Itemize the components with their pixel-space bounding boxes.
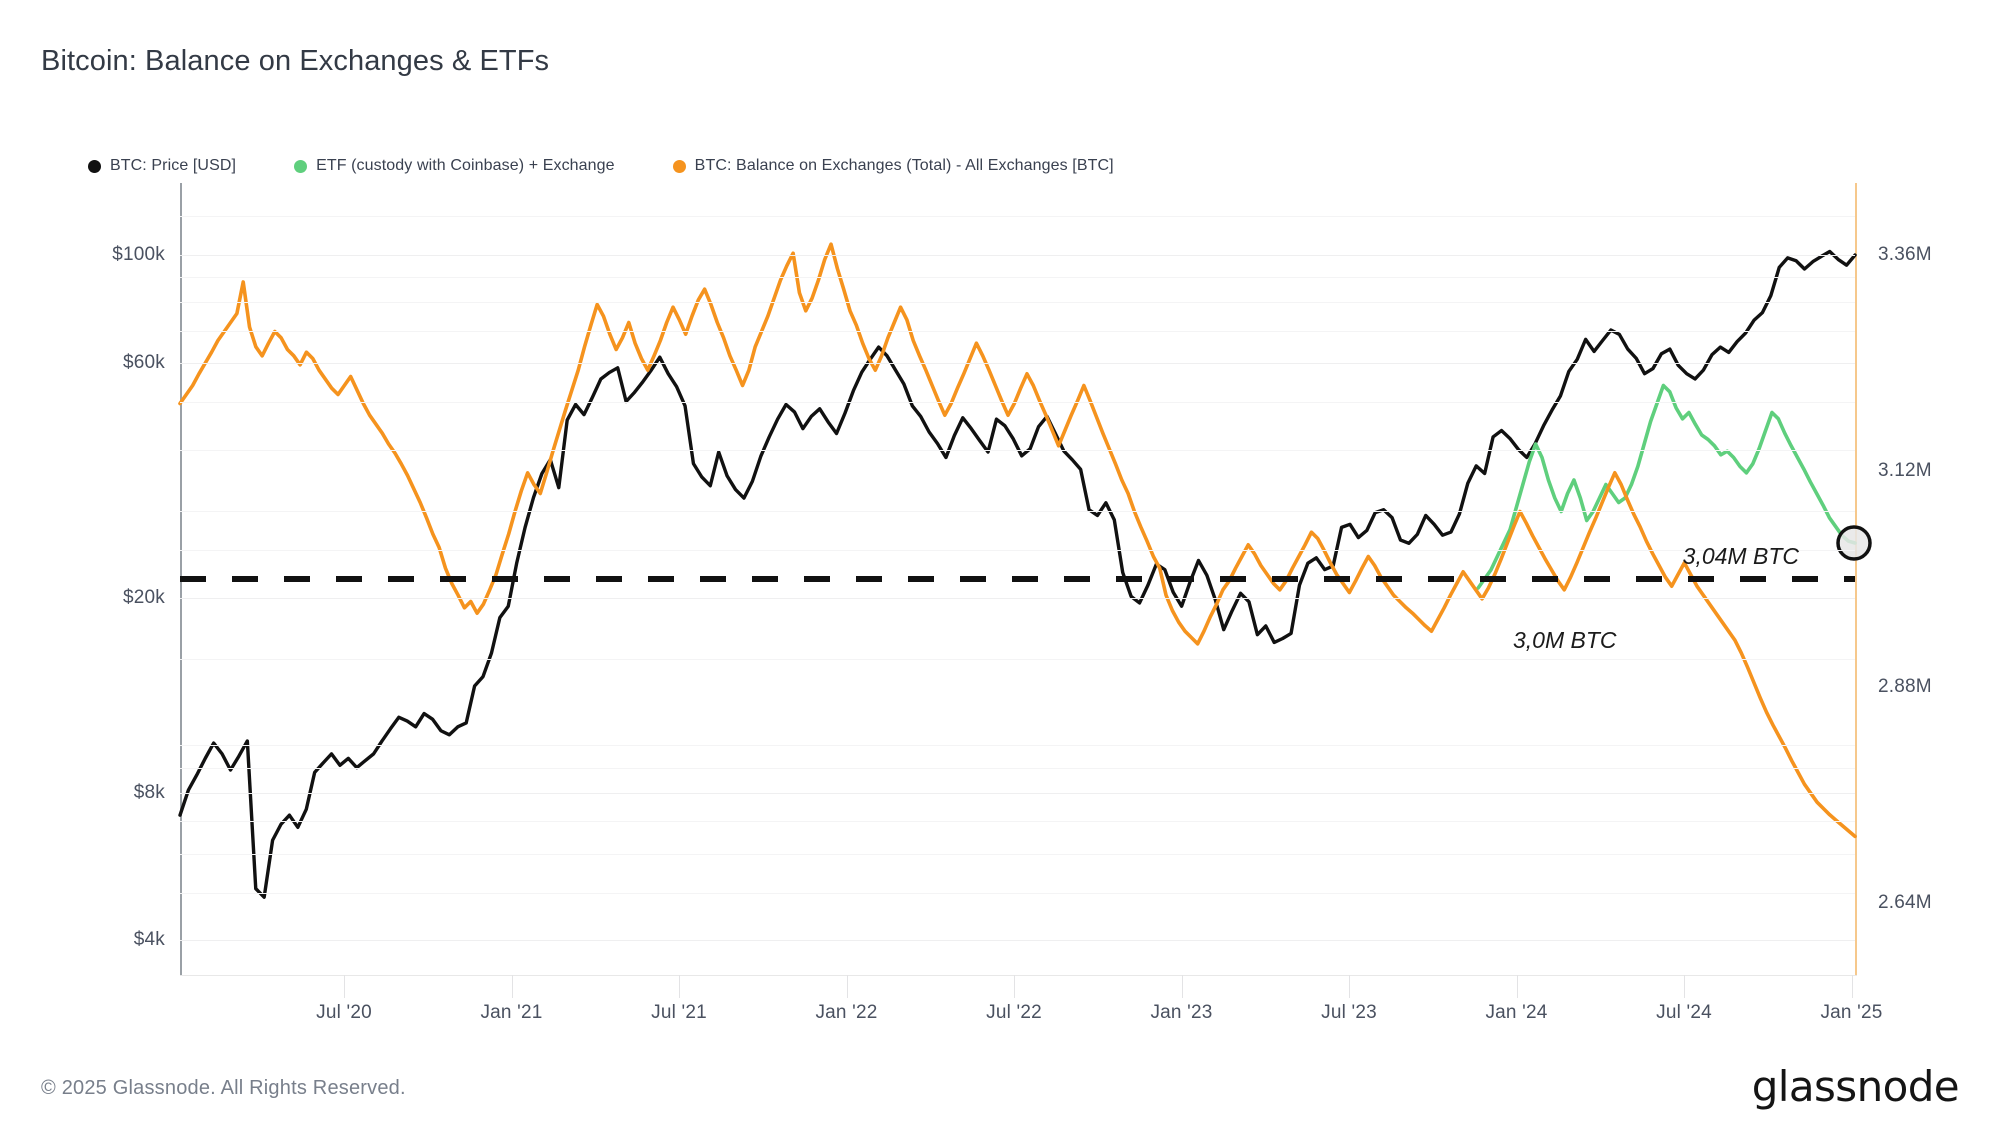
gridline <box>180 598 1855 599</box>
x-axis-tick-label: Jan '22 <box>815 1002 878 1023</box>
x-axis-tick-label: Jan '24 <box>1485 1002 1548 1023</box>
y-axis-left-tick-label: $8k <box>133 781 165 803</box>
y-axis-left-tick-label: $20k <box>122 586 165 608</box>
glassnode-logo: glassnode <box>1751 1062 1960 1111</box>
gridline <box>180 768 1855 769</box>
gridline <box>180 511 1855 512</box>
legend-label: BTC: Balance on Exchanges (Total) - All … <box>694 157 1114 174</box>
x-axis-tick-label: Jan '23 <box>1150 1002 1213 1023</box>
y-axis-right-tick-label: 3.12M <box>1878 460 1932 481</box>
x-axis-tick-mark <box>1852 975 1853 998</box>
x-axis-tick-label: Jul '21 <box>651 1002 707 1023</box>
x-axis-tick-label: Jul '24 <box>1656 1002 1712 1023</box>
annotation-etf-value: 3,04M BTC <box>1682 543 1799 569</box>
gridline <box>180 216 1855 217</box>
annotation-exchange-threshold: 3,0M BTC <box>1513 627 1617 653</box>
y-axis-left-tick-label: $4k <box>133 929 165 951</box>
copyright-text: © 2025 Glassnode. All Rights Reserved. <box>41 1077 406 1099</box>
gridline <box>180 821 1855 822</box>
gridline <box>180 277 1855 278</box>
gridline <box>180 363 1855 364</box>
y-axis-right-tick-label: 3.36M <box>1878 244 1932 265</box>
x-axis-line <box>180 975 1857 976</box>
legend-label: BTC: Price [USD] <box>110 157 237 174</box>
gridline <box>180 331 1855 332</box>
x-axis-tick-mark <box>1349 975 1350 998</box>
legend-dot-icon <box>88 159 101 173</box>
series-line-price <box>178 249 1857 899</box>
x-axis-tick-mark <box>344 975 345 998</box>
x-axis-tick-mark <box>512 975 513 998</box>
legend-dot-icon <box>294 159 308 173</box>
gridline <box>180 302 1855 303</box>
legend-label: ETF (custody with Coinbase) + Exchange <box>316 157 615 174</box>
gridline <box>180 793 1855 794</box>
legend-dot-icon <box>672 159 686 173</box>
series-line-etf <box>1476 383 1857 590</box>
legend-item-0[interactable]: BTC: Price [USD] <box>88 157 236 175</box>
gridline <box>180 893 1855 894</box>
x-axis-tick-mark <box>1182 975 1183 998</box>
x-axis-tick-label: Jul '23 <box>1321 1002 1377 1023</box>
y-axis-right-tick-label: 2.88M <box>1878 676 1932 697</box>
x-axis-tick-mark <box>1517 975 1518 998</box>
gridline <box>180 659 1855 660</box>
y-axis-right-line <box>1855 183 1857 976</box>
x-axis-tick-mark <box>1684 975 1685 998</box>
gridline <box>180 402 1855 403</box>
x-axis-tick-label: Jul '22 <box>986 1002 1042 1023</box>
x-axis-tick-mark <box>679 975 680 998</box>
gridline <box>180 854 1855 855</box>
legend-item-2[interactable]: BTC: Balance on Exchanges (Total) - All … <box>672 157 1114 175</box>
series-layer <box>178 242 1872 899</box>
page-title: Bitcoin: Balance on Exchanges & ETFs <box>41 45 550 77</box>
gridline <box>180 940 1855 941</box>
gridline <box>180 550 1855 551</box>
gridline <box>180 450 1855 451</box>
x-axis-tick-label: Jan '21 <box>480 1002 543 1023</box>
legend-item-1[interactable]: ETF (custody with Coinbase) + Exchange <box>294 157 615 175</box>
y-axis-left-tick-label: $60k <box>122 352 165 374</box>
x-axis-tick-mark <box>1014 975 1015 998</box>
gridline <box>180 745 1855 746</box>
series-line-exchange-balance <box>178 242 1857 839</box>
etf-endpoint-marker[interactable] <box>1836 525 1872 561</box>
x-axis-tick-mark <box>847 975 848 998</box>
gridline <box>180 255 1855 256</box>
x-axis-tick-label: Jan '25 <box>1820 1002 1883 1023</box>
y-axis-right-tick-label: 2.64M <box>1878 892 1932 913</box>
y-axis-left-tick-label: $100k <box>112 243 165 265</box>
chart-legend: BTC: Price [USD] ETF (custody with Coinba… <box>88 155 1172 177</box>
x-axis-tick-label: Jul '20 <box>316 1002 372 1023</box>
